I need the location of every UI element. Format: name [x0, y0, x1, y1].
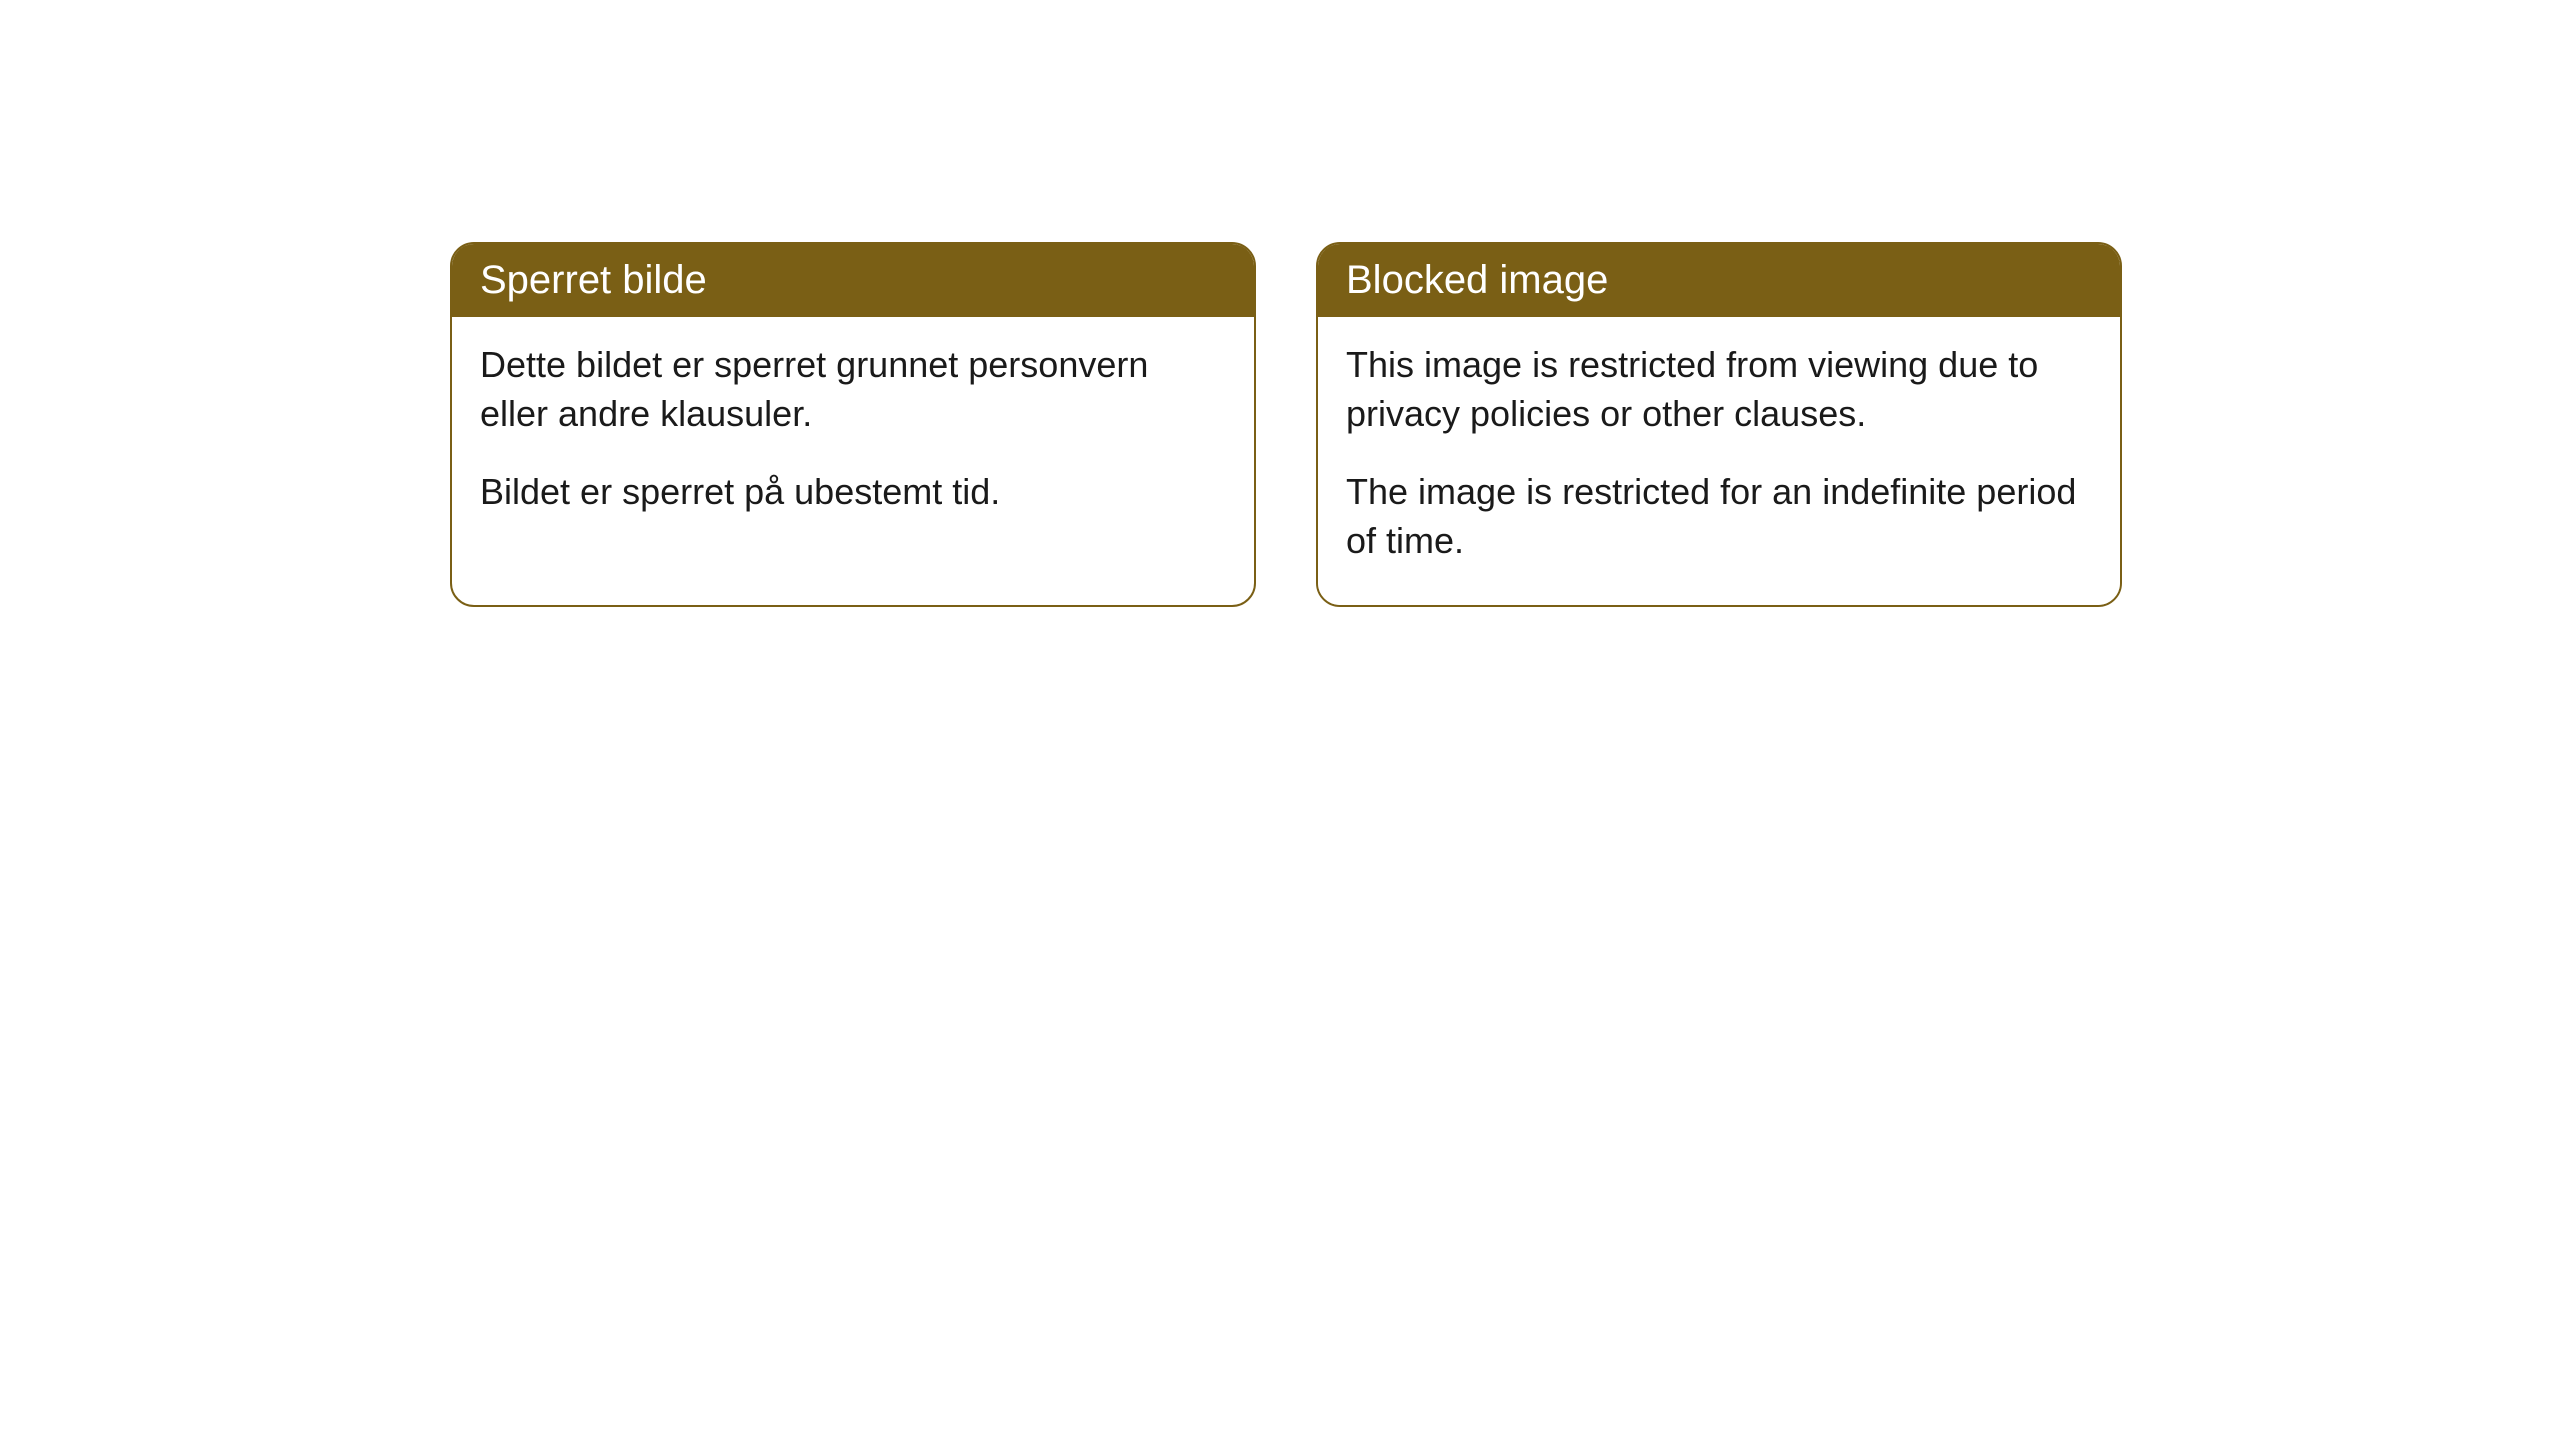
card-title: Sperret bilde: [480, 258, 707, 302]
card-paragraph: Bildet er sperret på ubestemt tid.: [480, 468, 1226, 517]
card-body-norwegian: Dette bildet er sperret grunnet personve…: [452, 317, 1254, 557]
card-header-english: Blocked image: [1318, 244, 2120, 317]
card-norwegian: Sperret bilde Dette bildet er sperret gr…: [450, 242, 1256, 607]
card-english: Blocked image This image is restricted f…: [1316, 242, 2122, 607]
card-paragraph: The image is restricted for an indefinit…: [1346, 468, 2092, 565]
cards-container: Sperret bilde Dette bildet er sperret gr…: [450, 242, 2122, 607]
card-title: Blocked image: [1346, 258, 1608, 302]
card-header-norwegian: Sperret bilde: [452, 244, 1254, 317]
card-paragraph: This image is restricted from viewing du…: [1346, 341, 2092, 438]
card-body-english: This image is restricted from viewing du…: [1318, 317, 2120, 605]
card-paragraph: Dette bildet er sperret grunnet personve…: [480, 341, 1226, 438]
